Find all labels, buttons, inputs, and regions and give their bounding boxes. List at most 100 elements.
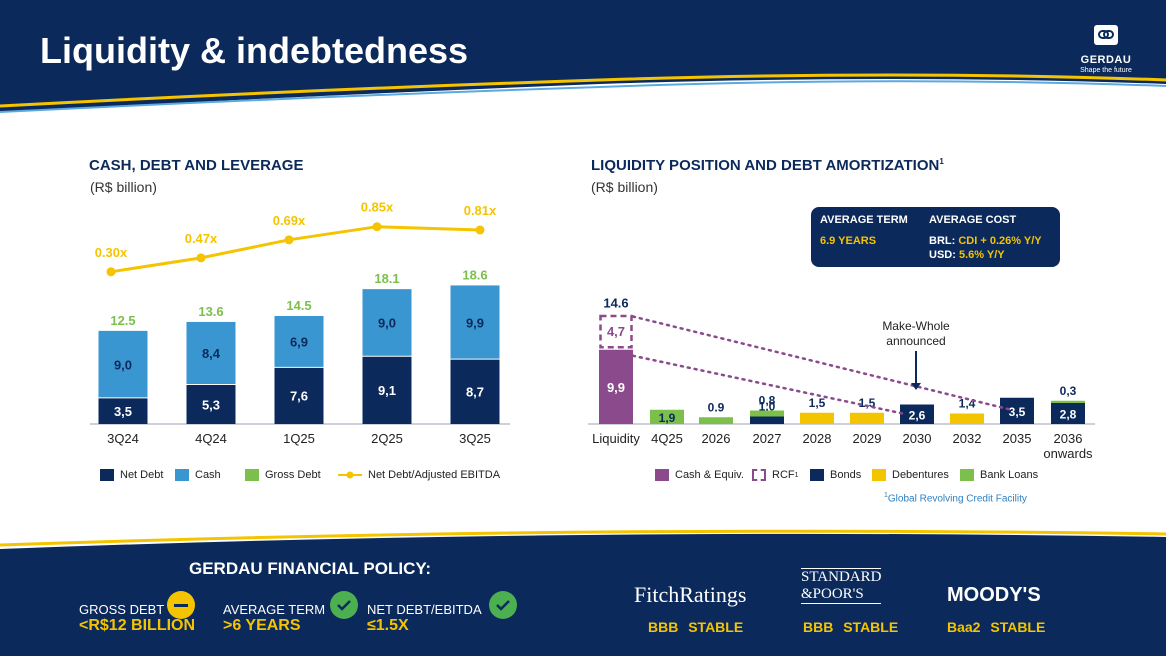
legend-swatch-bonds [810, 469, 824, 481]
leverage-label: 0.85x [361, 200, 394, 215]
gross-debt-label: 13.6 [198, 304, 223, 319]
category-tick-label: 2030 [903, 431, 932, 446]
cash-bar [186, 321, 236, 385]
legend-leverage: Net Debt/Adjusted EBITDA [338, 469, 500, 481]
brl-value: CDI + 0.26% Y/Y [958, 235, 1042, 247]
rcf-label: 4,7 [607, 324, 625, 339]
amortization-bar [650, 409, 684, 424]
net-debt-bar [98, 397, 148, 424]
net-debt-label: 9,1 [378, 383, 396, 398]
gross-debt-label: 12.5 [110, 313, 135, 328]
amortization-bar [950, 413, 984, 424]
legend-swatch-bank-loans [960, 469, 974, 481]
gross-debt-label: 18.1 [374, 271, 399, 286]
category-tick-label: 4Q24 [195, 431, 227, 446]
legend-rcf-sup: 1 [794, 471, 799, 479]
amortization-label: 1,9 [659, 411, 676, 425]
category-tick-label: 2028 [803, 431, 832, 446]
policy-average-term-value: >6 YEARS [223, 617, 301, 634]
legend-swatch-net-debt [100, 469, 114, 481]
policy-gross-debt: GROSS DEBT <R$12 BILLION [79, 602, 195, 635]
legend-label-net-debt: Net Debt [120, 469, 164, 481]
cash-label: 8,4 [202, 346, 221, 361]
legend-net-debt: Net Debt [100, 469, 163, 481]
amortization-bar [850, 412, 884, 424]
cash-label: 9,9 [466, 315, 484, 330]
policy-average-term-label: AVERAGE TERM [223, 602, 326, 617]
net-debt-label: 7,6 [290, 389, 308, 404]
fitch-rating: BBB STABLE [648, 619, 744, 635]
fitch-ratings-logo: FitchRatings [634, 582, 747, 607]
rcf-bar [599, 314, 633, 349]
moodys-rating: Baa2 STABLE [947, 619, 1046, 635]
net-debt-bar [274, 367, 324, 424]
category-tick-label: Liquidity [592, 431, 640, 446]
liquidity-total-label: 14.6 [603, 296, 628, 311]
leverage-label: 0.30x [95, 245, 128, 260]
amortization-bar [1051, 400, 1085, 403]
footnote-sup: 1 [884, 492, 888, 499]
usd-cost-line: USD: 5.6% Y/Y [929, 249, 1005, 261]
left-chart-title: CASH, DEBT AND LEVERAGE [89, 157, 304, 174]
check-icon [330, 591, 358, 619]
moodys-logo: MOODY'S [947, 584, 1041, 606]
header-background [0, 0, 1166, 113]
net-debt-bar [186, 384, 236, 424]
cash-bar [98, 330, 148, 398]
policy-average-term: AVERAGE TERM >6 YEARS [223, 602, 325, 635]
leverage-point [372, 222, 382, 232]
liquidity-connector-line [631, 354, 907, 416]
cash-label: 6,9 [290, 335, 308, 350]
category-tick-label: 2026 [702, 431, 731, 446]
logo-tagline: Shape the future [1080, 67, 1132, 74]
amortization-label: 1,4 [959, 397, 976, 411]
amortization-bar [1000, 397, 1034, 424]
cash-label: 9,0 [114, 357, 132, 372]
gerdau-logo-icon [1094, 25, 1118, 45]
liquidity-connector-line [631, 315, 1014, 412]
net-debt-label: 5,3 [202, 397, 220, 412]
legend-label-cash: Cash [195, 469, 221, 481]
legend-cash-equiv: Cash & Equiv. [655, 469, 744, 481]
cash-bar [274, 315, 324, 368]
amortization-label: 0.9 [708, 400, 725, 414]
legend-swatch-rcf [752, 469, 766, 481]
leverage-point [475, 225, 485, 235]
legend-label-bank-loans: Bank Loans [980, 469, 1039, 481]
category-tick-label: 2029 [853, 431, 882, 446]
legend-cash: Cash [175, 469, 221, 481]
gross-debt-label: 18.6 [462, 267, 487, 282]
legend-debentures: Debentures [872, 469, 949, 481]
amortization-bar [750, 416, 784, 424]
category-tick-label: 2Q25 [371, 431, 403, 446]
legend-label-bonds: Bonds [830, 469, 862, 481]
legend-swatch-cash-equiv [655, 469, 669, 481]
category-tick-label: 2035 [1003, 431, 1032, 446]
policy-net-debt-ebitda: NET DEBT/EBITDA ≤1.5X [367, 602, 482, 635]
category-tick-label: 1Q25 [283, 431, 315, 446]
make-whole-annotation: announced [886, 334, 945, 348]
make-whole-annotation: Make-Whole [882, 319, 950, 333]
category-tick-label: 2032 [953, 431, 982, 446]
leverage-label: 0.81x [464, 203, 497, 218]
legend-label-debentures: Debentures [892, 469, 949, 481]
legend-bank-loans: Bank Loans [960, 469, 1038, 481]
sp-logo: STANDARD &POOR'S [801, 568, 882, 604]
category-tick-label: 2027 [753, 431, 782, 446]
cash-bar [362, 289, 412, 357]
amortization-label: 0,3 [1060, 384, 1077, 398]
usd-label: USD: [929, 249, 956, 261]
category-tick-label: 3Q24 [107, 431, 139, 446]
left-chart-unit: (R$ billion) [90, 179, 157, 195]
leverage-point [284, 235, 294, 245]
amortization-bar [750, 410, 784, 417]
amortization-label: 3,5 [1009, 405, 1026, 419]
policy-gross-debt-label: GROSS DEBT [79, 602, 165, 617]
legend-swatch-debentures [872, 469, 886, 481]
footer-background [0, 529, 1166, 656]
brl-label: BRL: [929, 235, 956, 247]
legend-gross-debt: Gross Debt [245, 469, 321, 481]
neutral-status-icon [167, 591, 195, 619]
net-debt-label: 3,5 [114, 404, 132, 419]
leverage-label: 0.47x [185, 231, 218, 246]
